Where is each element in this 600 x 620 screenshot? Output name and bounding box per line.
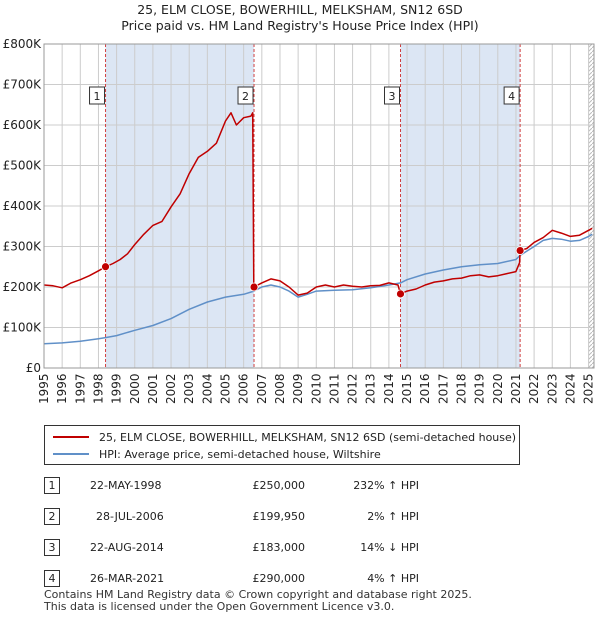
sale-price: £183,000 xyxy=(252,541,306,554)
x-tick-label: 2002 xyxy=(164,373,178,404)
footer-line-1: Contains HM Land Registry data © Crown c… xyxy=(44,588,472,601)
x-tick-label: 1998 xyxy=(91,373,105,404)
x-tick-label: 2005 xyxy=(219,373,233,404)
sale-number-label: 1 xyxy=(94,90,101,103)
sale-number: 1 xyxy=(44,477,60,494)
x-tick-label: 2000 xyxy=(128,373,142,404)
x-tick-label: 2015 xyxy=(400,373,414,404)
x-tick-label: 2018 xyxy=(454,373,468,404)
y-tick-label: £800K xyxy=(3,37,43,51)
x-tick-label: 2014 xyxy=(382,373,396,404)
y-tick-label: £200K xyxy=(3,280,43,294)
sale-price: £290,000 xyxy=(252,572,306,585)
y-tick-label: £400K xyxy=(3,199,43,213)
x-tick-label: 2025 xyxy=(582,373,596,404)
sale-markers: 1 2 3 4 xyxy=(89,86,525,299)
sale-number-box xyxy=(89,86,106,105)
chart-legend: 25, ELM CLOSE, BOWERHILL, MELKSHAM, SN12… xyxy=(44,425,520,465)
table-row: 4 26-MAR-2021 £290,000 4% ↑ HPI xyxy=(44,563,419,594)
sale-number-box xyxy=(384,86,401,105)
price-paid-line xyxy=(43,112,593,296)
x-tick-label: 2006 xyxy=(237,373,251,404)
x-tick-label: 2021 xyxy=(509,373,523,404)
table-row: 2 28-JUL-2006 £199,950 2% ↑ HPI xyxy=(44,501,419,532)
x-tick-label: 2016 xyxy=(418,373,432,404)
sale-point xyxy=(101,262,110,272)
sale-number-label: 2 xyxy=(242,90,249,103)
chart-series xyxy=(43,112,593,345)
sale-point xyxy=(515,246,525,255)
x-tick-label: 2011 xyxy=(327,373,341,404)
sale-hpi-change: 232% ↑ HPI xyxy=(353,479,419,492)
sale-date: 22-MAY-1998 xyxy=(90,479,162,492)
x-tick-label: 2020 xyxy=(491,373,505,404)
table-row: 1 22-MAY-1998 £250,000 232% ↑ HPI xyxy=(44,470,419,501)
plot-frame xyxy=(43,43,595,369)
y-tick-label: £500K xyxy=(3,159,43,173)
sale-hpi-change: 14% ↓ HPI xyxy=(360,541,419,554)
x-tick-label: 2022 xyxy=(527,373,541,404)
x-tick-label: 2007 xyxy=(255,373,269,404)
sale-number-box xyxy=(503,86,520,105)
y-tick-label: £100K xyxy=(3,321,43,335)
x-tick-label: 2009 xyxy=(291,373,305,404)
x-tick-label: 2024 xyxy=(563,373,577,404)
x-tick-label: 2004 xyxy=(200,373,214,404)
sale-number: 2 xyxy=(44,508,60,525)
sale-number-label: 4 xyxy=(508,90,515,103)
x-tick-label: 2010 xyxy=(309,373,323,404)
x-tick-label: 2003 xyxy=(182,373,196,404)
chart-title-line2: Price paid vs. HM Land Registry's House … xyxy=(121,18,479,33)
x-tick-label: 2019 xyxy=(473,373,487,404)
x-tick-label: 1996 xyxy=(55,373,69,404)
table-row: 3 22-AUG-2014 £183,000 14% ↓ HPI xyxy=(44,532,419,563)
sale-price: £250,000 xyxy=(252,479,306,492)
x-tick-label: 1999 xyxy=(110,373,124,404)
sale-date: 26-MAR-2021 xyxy=(90,572,165,585)
legend-label-hpi: HPI: Average price, semi-detached house,… xyxy=(99,447,381,461)
legend-item-hpi: HPI: Average price, semi-detached house,… xyxy=(53,446,381,462)
footer-attribution: Contains HM Land Registry data © Crown c… xyxy=(44,589,472,613)
hpi-line xyxy=(43,233,593,345)
legend-swatch-hpi xyxy=(53,453,89,455)
sale-date: 22-AUG-2014 xyxy=(90,541,164,554)
legend-item-price: 25, ELM CLOSE, BOWERHILL, MELKSHAM, SN12… xyxy=(53,429,516,445)
y-tick-label: £0 xyxy=(26,361,41,375)
sale-point xyxy=(396,289,405,299)
y-tick-label: £300K xyxy=(3,240,43,254)
sale-number: 4 xyxy=(44,570,60,587)
sale-number: 3 xyxy=(44,539,60,556)
x-tick-label: 2008 xyxy=(273,373,287,404)
x-tick-label: 2012 xyxy=(346,373,360,404)
sale-number-box xyxy=(237,86,254,105)
x-tick-label: 1997 xyxy=(73,373,87,404)
x-tick-label: 2023 xyxy=(545,373,559,404)
sale-point xyxy=(249,282,259,292)
chart-axes: £0 £100K £200K £300K £400K £500K £600K £700K £80… xyxy=(3,37,596,404)
sale-price: £199,950 xyxy=(252,510,306,523)
footer-line-2: This data is licensed under the Open Gov… xyxy=(44,600,395,613)
x-tick-label: 2001 xyxy=(146,373,160,404)
y-tick-label: £600K xyxy=(3,118,43,132)
x-tick-label: 1995 xyxy=(37,373,51,404)
legend-swatch-price xyxy=(53,436,89,438)
price-chart: 1 2 3 4 £0 £100K £200K £300K £400K £500K £600K £70… xyxy=(3,37,596,404)
sale-number-label: 3 xyxy=(389,90,396,103)
sale-hpi-change: 4% ↑ HPI xyxy=(367,572,419,585)
x-tick-label: 2013 xyxy=(364,373,378,404)
sales-table: 1 22-MAY-1998 £250,000 232% ↑ HPI 2 28-J… xyxy=(44,470,419,594)
sale-hpi-change: 2% ↑ HPI xyxy=(367,510,419,523)
chart-title-line1: 25, ELM CLOSE, BOWERHILL, MELKSHAM, SN12… xyxy=(137,2,463,17)
sale-date: 28-JUL-2006 xyxy=(96,510,164,523)
legend-label-price: 25, ELM CLOSE, BOWERHILL, MELKSHAM, SN12… xyxy=(99,430,517,444)
y-tick-label: £700K xyxy=(3,78,43,92)
x-tick-label: 2017 xyxy=(436,373,450,404)
